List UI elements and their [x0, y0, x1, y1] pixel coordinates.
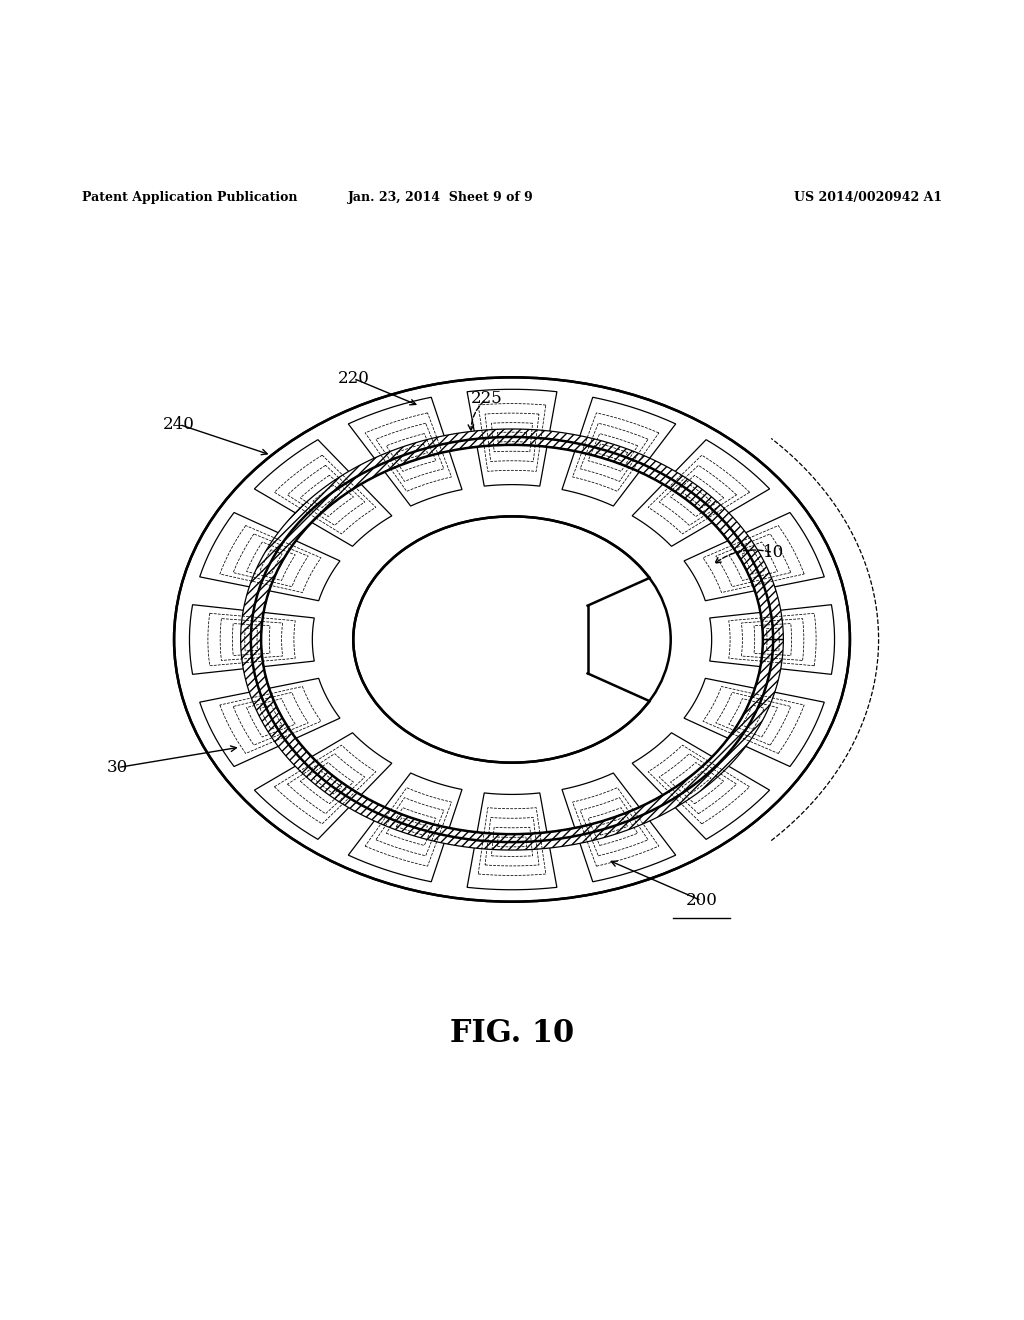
- Text: 10: 10: [763, 544, 783, 561]
- Polygon shape: [200, 678, 340, 767]
- Polygon shape: [562, 397, 676, 506]
- Text: Jan. 23, 2014  Sheet 9 of 9: Jan. 23, 2014 Sheet 9 of 9: [347, 191, 534, 205]
- Polygon shape: [348, 774, 462, 882]
- Polygon shape: [254, 733, 392, 840]
- Text: 225: 225: [470, 391, 503, 408]
- Polygon shape: [200, 512, 340, 601]
- Polygon shape: [241, 429, 783, 850]
- Text: FIG. 10: FIG. 10: [450, 1018, 574, 1049]
- Polygon shape: [562, 774, 676, 882]
- Polygon shape: [467, 389, 557, 486]
- Ellipse shape: [353, 516, 671, 763]
- Polygon shape: [684, 678, 824, 767]
- Text: 30: 30: [108, 759, 128, 776]
- Polygon shape: [684, 512, 824, 601]
- Text: US 2014/0020942 A1: US 2014/0020942 A1: [794, 191, 942, 205]
- Ellipse shape: [174, 378, 850, 902]
- Polygon shape: [189, 605, 314, 675]
- Polygon shape: [632, 733, 770, 840]
- Polygon shape: [467, 793, 557, 890]
- Polygon shape: [254, 440, 392, 546]
- Polygon shape: [348, 397, 462, 506]
- Polygon shape: [632, 440, 770, 546]
- Text: Patent Application Publication: Patent Application Publication: [82, 191, 297, 205]
- Text: 240: 240: [163, 416, 196, 433]
- Polygon shape: [710, 605, 835, 675]
- Text: 200: 200: [685, 892, 718, 909]
- Text: 220: 220: [337, 370, 370, 387]
